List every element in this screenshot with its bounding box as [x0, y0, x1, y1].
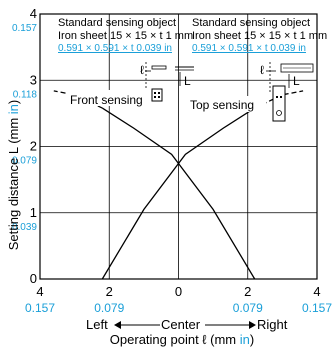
left-note-title: Standard sensing object: [58, 17, 176, 29]
front-label-bg: [68, 90, 148, 106]
top-label-bg: [188, 96, 266, 112]
L-label-right: L: [293, 74, 300, 88]
y-tick-label: 0: [30, 271, 37, 286]
left-note: Standard sensing object Iron sheet 15 × …: [58, 17, 193, 54]
y-tick-label: 1: [30, 205, 37, 220]
arrow-left-head: [114, 321, 121, 329]
x-tick-label: 0: [175, 284, 182, 299]
L-label-left: L: [184, 74, 191, 88]
y-tick-labels: 0 1 0.039 2 0.079 3 0.118 4 0.157: [12, 6, 37, 286]
top-sensor-icon: ℓ L: [260, 62, 314, 122]
y-tick-label: 3: [30, 72, 37, 87]
y-tick-label-in: 0.039: [12, 222, 37, 233]
y-tick-label: 4: [30, 6, 37, 21]
arrow-right-head: [249, 321, 256, 329]
x-tick-label: 2: [106, 284, 113, 299]
plot-frame: [39, 13, 318, 280]
series-front-sensing-line: [101, 107, 256, 280]
right-note-line2: 0.591 × 0.591 × t 0.039 in: [192, 43, 306, 54]
y-axis-label-end: ): [6, 100, 21, 104]
x-tick-label-in: 0.157: [25, 301, 55, 315]
x-tick-labels: 4 0.157 2 0.079 0 2 0.079 4 0.157: [25, 284, 332, 315]
right-note: Standard sensing object Iron sheet 15 × …: [192, 17, 327, 54]
direction-center: Center: [161, 317, 201, 332]
left-note-line1: Iron sheet 15 × 15 × t 1 mm: [58, 30, 193, 42]
y-tick-label-in: 0.118: [13, 89, 38, 100]
x-tick-label-in: 0.157: [302, 301, 332, 315]
y-tick-label: 2: [30, 139, 37, 154]
x-axis-label: Operating point ℓ (mm in): [110, 332, 254, 347]
y-axis-label-unit: in: [6, 104, 21, 114]
x-axis-label-unit: in: [240, 332, 250, 347]
y-tick-label-in: 0.157: [12, 23, 37, 34]
direction-right: Right: [257, 317, 288, 332]
ell-label-right: ℓ: [260, 63, 264, 77]
right-note-line1: Iron sheet 15 × 15 × t 1 mm: [192, 30, 327, 42]
x-tick-label: 2: [244, 284, 251, 299]
x-tick-label-in: 0.079: [94, 301, 124, 315]
left-note-line2: 0.591 × 0.591 × t 0.039 in: [58, 43, 172, 54]
x-tick-label: 4: [313, 284, 320, 299]
x-axis-label-end: ): [250, 332, 254, 347]
ell-label-left: ℓ: [140, 63, 144, 77]
front-sensor-icon: ℓ L: [140, 62, 194, 102]
x-tick-label-in: 0.079: [233, 301, 263, 315]
x-tick-label: 4: [36, 284, 43, 299]
y-tick-label-in: 0.079: [12, 156, 37, 167]
top-sensing-label: Top sensing: [190, 98, 254, 112]
y-axis-label-main: Setting distance L (mm: [6, 114, 21, 250]
right-note-title: Standard sensing object: [192, 17, 310, 29]
y-axis-label: Setting distance L (mm in): [6, 100, 21, 251]
front-sensing-label: Front sensing: [70, 93, 143, 107]
x-axis-label-main: Operating point ℓ (mm: [110, 332, 240, 347]
series-top-sensing-line: [101, 107, 256, 280]
direction-left: Left: [86, 317, 108, 332]
